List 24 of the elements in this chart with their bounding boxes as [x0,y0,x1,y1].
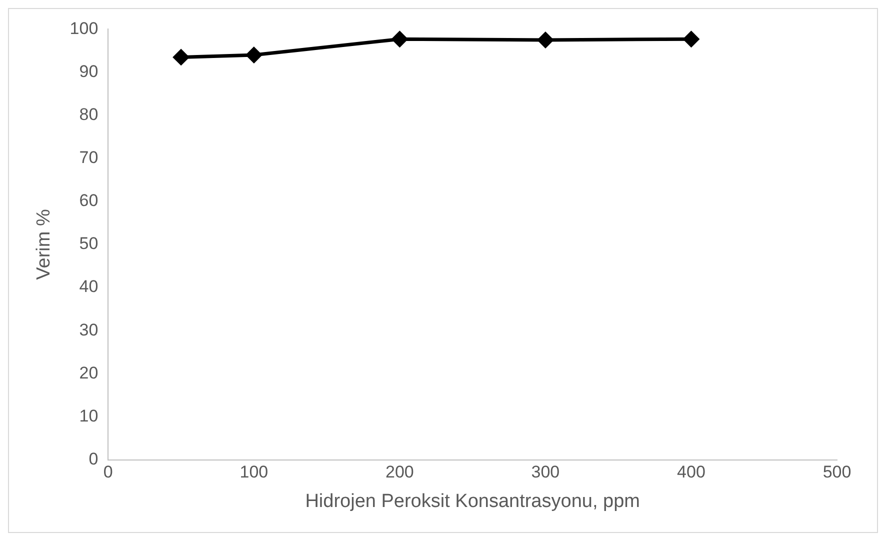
x-tick-label: 100 [240,462,268,482]
x-tick-label: 200 [386,462,414,482]
y-tick-label: 0 [88,449,98,468]
y-tick-label: 50 [79,234,98,254]
x-axis-title: Hidrojen Peroksit Konsantrasyonu, ppm [305,490,640,512]
x-tick-label: 500 [822,462,852,482]
y-tick-label: 40 [79,277,98,296]
point [246,47,262,63]
y-tick-label: 90 [79,62,98,81]
point [538,32,554,48]
x-tick-label: 300 [531,462,560,482]
point [173,49,189,65]
y-tick-label: 20 [79,363,98,382]
y-axis-title: Verim % [34,209,55,280]
x-tick-label: 400 [677,462,706,482]
point [392,31,408,47]
y-tick-label: 70 [79,148,98,168]
y-tick-label: 30 [79,320,98,340]
y-tick-label: 100 [70,18,98,38]
y-tick-label: 10 [79,406,98,426]
y-tick-label: 60 [79,191,98,210]
y-tick-label: 80 [79,105,98,124]
point [683,31,699,47]
x-tick-label: 0 [103,462,113,482]
